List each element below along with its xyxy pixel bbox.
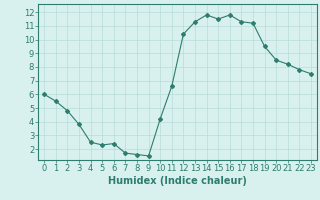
X-axis label: Humidex (Indice chaleur): Humidex (Indice chaleur) — [108, 176, 247, 186]
